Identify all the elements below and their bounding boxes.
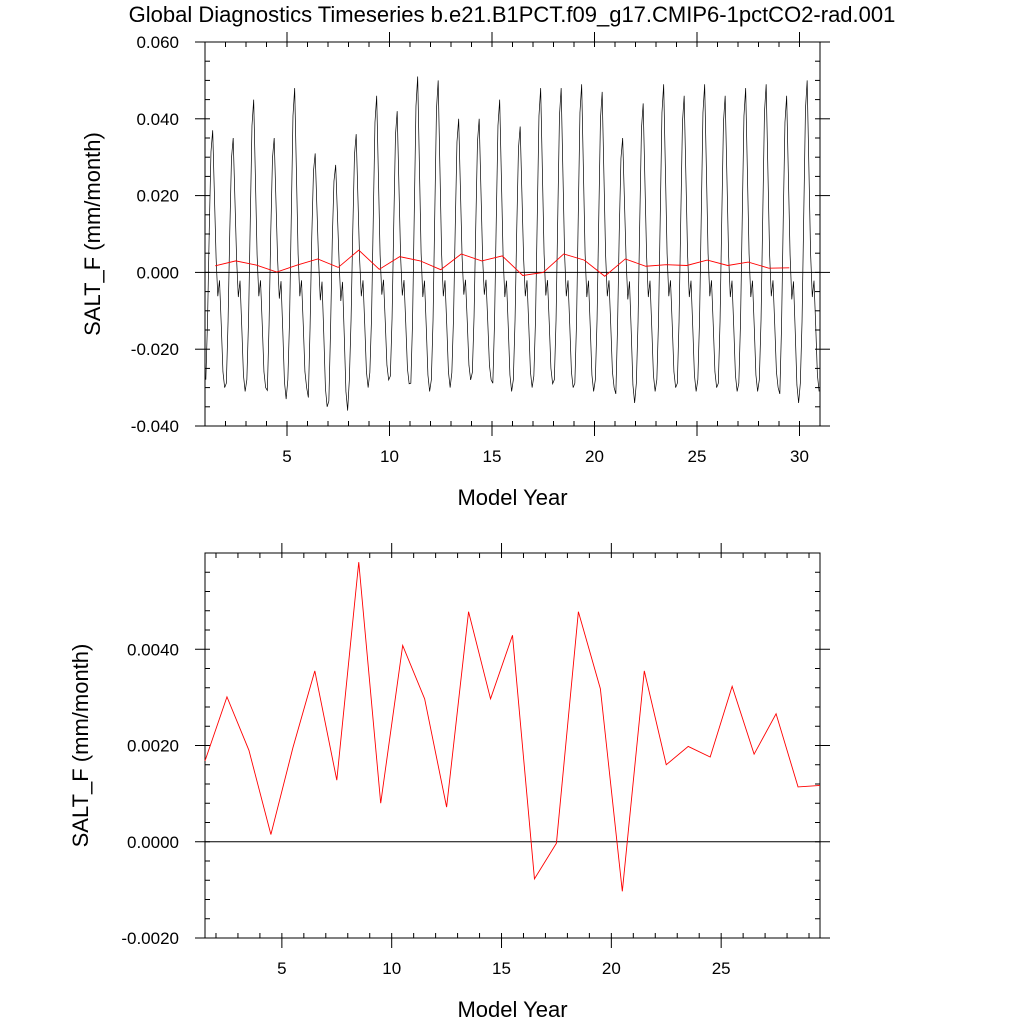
x-tick-label: 20 bbox=[602, 959, 621, 978]
y-tick-label: 0.0000 bbox=[127, 833, 179, 852]
x-tick-label: 25 bbox=[688, 447, 707, 466]
y-tick-label: 0.020 bbox=[136, 187, 179, 206]
y-axis-title: SALT_F (mm/month) bbox=[80, 132, 105, 336]
page-title: Global Diagnostics Timeseries b.e21.B1PC… bbox=[128, 2, 896, 27]
plot-frame bbox=[204, 41, 821, 427]
x-tick-label: 15 bbox=[483, 447, 502, 466]
series-line-annual bbox=[204, 562, 821, 892]
x-axis-title: Model Year bbox=[457, 997, 567, 1022]
chart-panel-2: -0.0020 0.0000 0.0020 0.0040 5 10 15 20 25 Model … bbox=[68, 543, 830, 1022]
y-tick-label: 0.040 bbox=[136, 110, 179, 129]
x-axis-title: Model Year bbox=[457, 485, 567, 510]
x-tick-label: 30 bbox=[790, 447, 809, 466]
x-tick-label: 5 bbox=[277, 959, 286, 978]
y-tick-label: 0.000 bbox=[136, 263, 179, 282]
plot-frame bbox=[204, 552, 821, 939]
x-tick-label: 5 bbox=[282, 447, 291, 466]
series-line-monthly bbox=[205, 76, 820, 411]
chart-panel-1: -0.040 -0.020 0.000 0.020 0.040 0.060 5 10 15 20 2… bbox=[80, 32, 830, 510]
x-tick-label: 10 bbox=[380, 447, 399, 466]
y-tick-label: 0.060 bbox=[136, 33, 179, 52]
series-line-annual bbox=[215, 249, 790, 277]
y-tick-label: -0.020 bbox=[131, 340, 179, 359]
y-axis-title: SALT_F (mm/month) bbox=[68, 644, 93, 848]
x-tick-label: 15 bbox=[492, 959, 511, 978]
x-tick-label: 10 bbox=[382, 959, 401, 978]
y-tick-label: 0.0020 bbox=[127, 737, 179, 756]
y-tick-label: -0.040 bbox=[131, 417, 179, 436]
y-tick-label: -0.0020 bbox=[121, 929, 179, 948]
x-tick-label: 20 bbox=[585, 447, 604, 466]
x-tick-label: 25 bbox=[712, 959, 731, 978]
y-tick-label: 0.0040 bbox=[127, 640, 179, 659]
